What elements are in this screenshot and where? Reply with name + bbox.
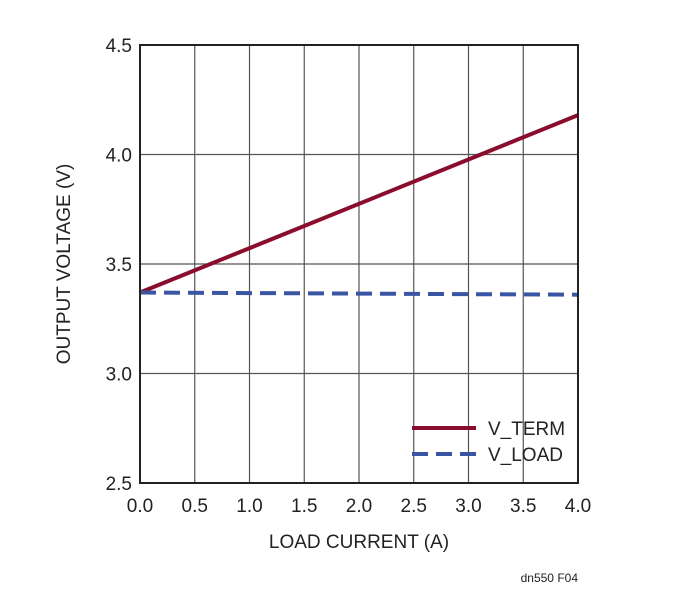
- x-tick-label: 0.0: [127, 496, 153, 517]
- x-tick-label: 1.5: [291, 496, 317, 517]
- x-axis-title: LOAD CURRENT (A): [269, 532, 449, 553]
- series-line-v-load: [139, 290, 579, 297]
- x-tick-label: 3.0: [455, 496, 481, 517]
- x-tick-labels: 0.0 0.5 1.0 1.5 2.0 2.5 3.0 3.5 4.0: [127, 496, 591, 517]
- x-tick-label: 4.0: [565, 496, 591, 517]
- series-lines: [139, 113, 579, 297]
- y-tick-label: 4.5: [106, 36, 132, 57]
- x-tick-label: 1.0: [236, 496, 262, 517]
- x-tick-label: 0.5: [182, 496, 208, 517]
- y-tick-label: 2.5: [106, 474, 132, 495]
- y-axis-title: OUTPUT VOLTAGE (V): [54, 164, 75, 365]
- grid: [140, 45, 578, 483]
- y-tick-label: 4.0: [106, 146, 132, 167]
- legend-label: V_LOAD: [488, 445, 563, 466]
- legend: V_TERM V_LOAD: [412, 419, 565, 466]
- plot-frame: [139, 44, 579, 484]
- x-tick-label: 2.0: [346, 496, 372, 517]
- y-tick-label: 3.5: [106, 255, 132, 276]
- figure-id: dn550 F04: [521, 571, 579, 585]
- y-tick-labels: 2.5 3.0 3.5 4.0 4.5: [106, 36, 132, 495]
- x-tick-label: 2.5: [401, 496, 427, 517]
- x-tick-label: 3.5: [510, 496, 536, 517]
- legend-label: V_TERM: [488, 419, 565, 440]
- series-line-v-term: [139, 113, 579, 295]
- y-tick-label: 3.0: [106, 365, 132, 386]
